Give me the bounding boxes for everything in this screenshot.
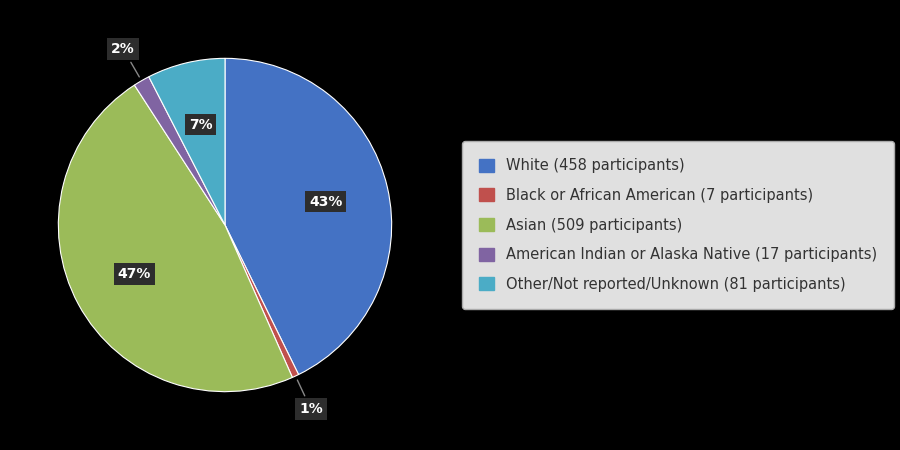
Wedge shape — [134, 77, 225, 225]
Text: 7%: 7% — [189, 117, 212, 131]
Text: 43%: 43% — [309, 194, 342, 209]
Text: 1%: 1% — [297, 380, 323, 416]
Wedge shape — [225, 58, 392, 374]
Wedge shape — [148, 58, 225, 225]
Text: 47%: 47% — [117, 267, 151, 281]
Wedge shape — [225, 225, 299, 378]
Wedge shape — [58, 85, 292, 392]
Text: 2%: 2% — [112, 42, 140, 77]
Legend: White (458 participants), Black or African American (7 participants), Asian (509: White (458 participants), Black or Afric… — [462, 141, 895, 309]
